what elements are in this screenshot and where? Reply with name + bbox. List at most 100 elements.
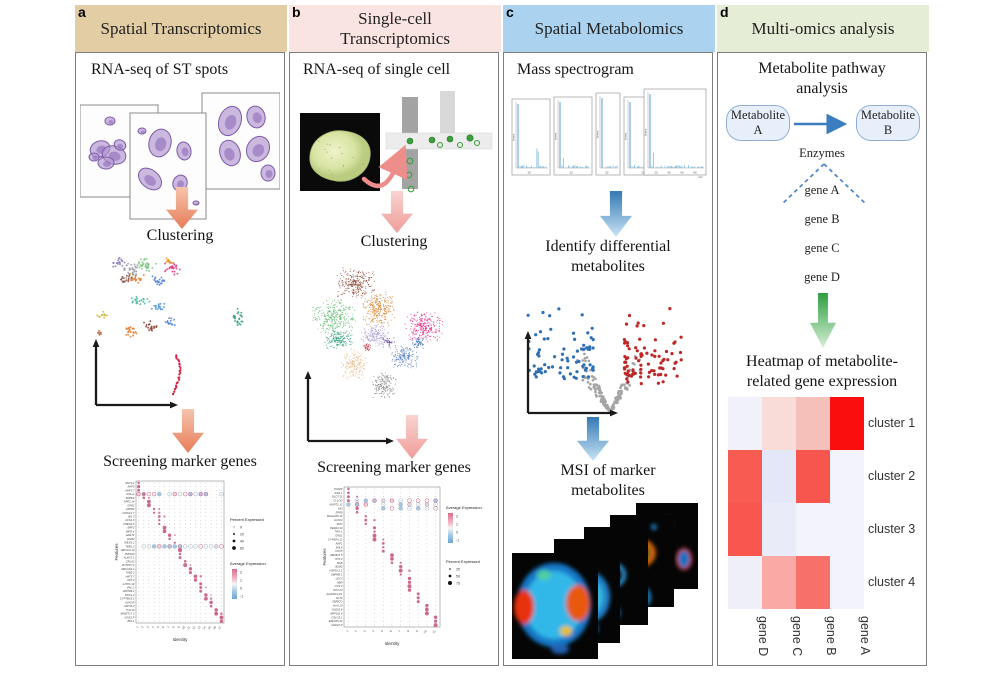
- heatmap-cell: [762, 397, 796, 450]
- svg-text:Features: Features: [322, 549, 327, 566]
- svg-text:HAET1: HAET1: [126, 533, 135, 537]
- svg-text:GPA2: GPA2: [127, 503, 134, 507]
- svg-text:1: 1: [456, 523, 458, 527]
- svg-text:BIG.1: BIG.1: [128, 619, 135, 623]
- svg-text:KT0.3: KT0.3: [335, 557, 343, 561]
- heatmap-cell: [728, 503, 762, 556]
- svg-text:1: 1: [135, 625, 139, 629]
- panel-d-header: d Multi-omics analysis: [717, 4, 929, 52]
- heatmap-cell: [728, 397, 762, 450]
- panel-b-letter: b: [292, 4, 301, 20]
- svg-text:3: 3: [146, 625, 150, 629]
- heatmap-cell: [796, 397, 830, 450]
- svg-text:15: 15: [207, 625, 212, 630]
- svg-text:10: 10: [423, 629, 428, 634]
- panel-multiomics-analysis: d Multi-omics analysis Metabolite pathwa…: [717, 4, 929, 667]
- svg-text:75: 75: [456, 581, 460, 585]
- heatmap-cell: [830, 450, 864, 503]
- svg-text:ABCB15.5: ABCB15.5: [329, 553, 343, 557]
- heatmap-column-label: gene B: [824, 616, 838, 656]
- panel-a-content: RNA-seq of ST spots Clustering Screening…: [75, 52, 285, 666]
- svg-text:50: 50: [456, 574, 460, 578]
- svg-text:ZPR0: ZPR0: [335, 510, 343, 514]
- svg-text:ABR: ABR: [336, 580, 343, 584]
- svg-text:20: 20: [240, 532, 244, 536]
- umap-clusters-a: [92, 256, 244, 409]
- svg-text:8: 8: [171, 625, 175, 629]
- svg-text:RAB: RAB: [337, 561, 343, 565]
- svg-text:DOB2: DOB2: [127, 537, 135, 541]
- svg-text:40: 40: [240, 539, 244, 543]
- heatmap-cell: [796, 556, 830, 609]
- heatmap-cell: [830, 503, 864, 556]
- gene-b-label: gene B: [804, 212, 840, 226]
- svg-text:BHLH108.14: BHLH108.14: [327, 514, 343, 518]
- svg-text:ALM72.1: ALM72.1: [123, 556, 135, 560]
- svg-text:Intens.: Intens.: [554, 132, 558, 140]
- svg-text:Percent Expressed: Percent Expressed: [446, 559, 480, 564]
- svg-text:BIPS.4: BIPS.4: [126, 529, 135, 533]
- svg-text:Intens.: Intens.: [596, 130, 600, 138]
- svg-text:BG.3: BG.3: [128, 515, 135, 519]
- svg-text:10: 10: [181, 625, 186, 630]
- step-clustering-a: Clustering: [146, 227, 214, 244]
- svg-text:FOX5: FOX5: [335, 549, 343, 553]
- svg-text:40: 40: [667, 171, 671, 175]
- svg-text:CYPTBA3.2: CYPTBA3.2: [120, 597, 135, 601]
- svg-text:2: 2: [354, 629, 358, 633]
- svg-text:AGP22.P: AGP22.P: [330, 623, 342, 627]
- svg-text:AUX22: AUX22: [333, 518, 343, 522]
- step-mass-spectrogram: Mass spectrogram: [517, 61, 634, 78]
- heatmap-cell: [796, 450, 830, 503]
- svg-text:GNS1.P: GNS1.P: [125, 615, 135, 619]
- svg-text:CWNV1.7: CWNV1.7: [122, 511, 134, 515]
- svg-text:5: 5: [156, 625, 160, 629]
- svg-text:PER24.10: PER24.10: [330, 526, 343, 530]
- msi-images: [512, 503, 698, 659]
- svg-text:5: 5: [380, 629, 384, 633]
- svg-text:8: 8: [406, 629, 410, 633]
- svg-text:TUC10: TUC10: [126, 608, 135, 612]
- svg-text:CSLO3.1: CSLO3.1: [331, 615, 343, 619]
- svg-text:DLOT.11: DLOT.11: [332, 495, 343, 499]
- svg-text:MEVAN4.2: MEVAN4.2: [121, 567, 135, 571]
- metabolite-b-node: Metabolite B: [856, 105, 920, 141]
- svg-text:ANT.3: ANT.3: [126, 578, 135, 582]
- gene-a-label: gene A: [804, 183, 840, 197]
- svg-text:7: 7: [397, 629, 401, 633]
- svg-text:1: 1: [240, 579, 242, 583]
- svg-text:2: 2: [456, 515, 458, 519]
- panel-d-content: Metabolite pathway analysis Metabolite A…: [717, 52, 927, 666]
- step-clustering-b: Clustering: [360, 233, 428, 250]
- umap-clusters-b: [304, 267, 444, 445]
- svg-text:HAT5.7: HAT5.7: [125, 574, 134, 578]
- dotplot-marker-genes-b: PVA08AILE.1DLOT.11CLLONMUPT1.12SINZPR0BH…: [322, 486, 482, 646]
- svg-text:G91+1: G91+1: [126, 492, 135, 496]
- svg-text:AmA.10: AmA.10: [332, 604, 343, 608]
- svg-text:CO3.3: CO3.3: [335, 584, 343, 588]
- svg-text:Average Expression: Average Expression: [230, 561, 266, 566]
- panel-c-header: c Spatial Metabolomics: [503, 4, 715, 52]
- svg-text:PVA08: PVA08: [334, 487, 343, 491]
- svg-text:SHBZT17.2: SHBZT17.2: [120, 612, 135, 616]
- svg-text:SBPM8.1: SBPM8.1: [331, 573, 343, 577]
- svg-text:PNES3.5: PNES3.5: [123, 522, 135, 526]
- svg-text:CYPB7A.12: CYPB7A.12: [328, 538, 343, 542]
- svg-text:60: 60: [680, 171, 684, 175]
- svg-text:XRF180: XRF180: [124, 552, 135, 556]
- svg-text:20: 20: [654, 171, 658, 175]
- flow-arrow-down: [600, 191, 632, 237]
- svg-text:60: 60: [240, 546, 244, 550]
- svg-text:11: 11: [186, 625, 191, 630]
- svg-text:16: 16: [212, 625, 217, 630]
- step-msi-marker: MSI of marker metabolites: [560, 462, 656, 499]
- pathway-analysis-title: Metabolite pathway analysis: [758, 60, 886, 97]
- heatmap-row-label: cluster 1: [868, 416, 916, 430]
- panel-d-title: Multi-omics analysis: [751, 18, 895, 38]
- heatmap-row-label: cluster 3: [868, 522, 916, 536]
- svg-text:CLLON: CLLON: [333, 499, 342, 503]
- svg-text:AJTP1.10: AJTP1.10: [122, 582, 135, 586]
- svg-text:4: 4: [371, 629, 375, 633]
- svg-text:HPP09: HPP09: [126, 507, 135, 511]
